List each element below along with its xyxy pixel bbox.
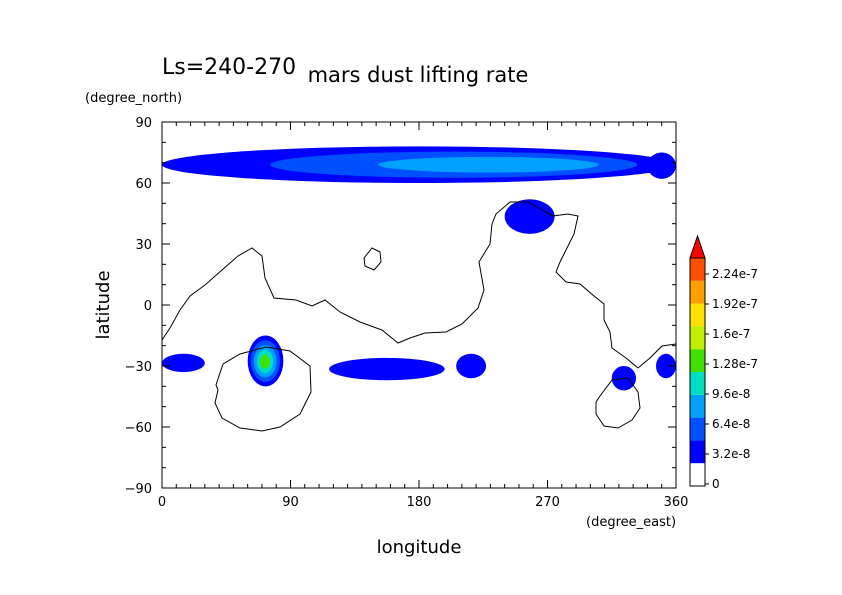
- colorbar-label: 0: [712, 477, 720, 491]
- y-tick-label: 30: [135, 238, 152, 253]
- dust-contour-fill: [656, 353, 676, 379]
- colorbar-label: 1.92e-7: [712, 297, 758, 311]
- topography-contour-small: [363, 247, 382, 271]
- dust-contour-fill: [647, 152, 676, 179]
- y-tick-label: −90: [125, 482, 152, 497]
- dust-contour-fill: [162, 353, 205, 373]
- colorbar-max-arrow: [689, 234, 706, 259]
- colorbar-band: [690, 303, 705, 327]
- dust-contour-fill: [456, 353, 487, 379]
- colorbar-band: [690, 417, 705, 441]
- colorbar-band: [690, 326, 705, 350]
- colorbar-frame: [689, 257, 706, 487]
- colorbar-band: [690, 372, 705, 395]
- dust-contour-fill: [378, 156, 599, 173]
- topography-contour-main: [162, 201, 676, 369]
- topography-contour-hellas: [214, 346, 312, 432]
- x-axis-label: longitude: [377, 537, 462, 558]
- x-tick-label: 360: [664, 495, 689, 510]
- colorbar-band: [690, 280, 705, 304]
- colorbar-band: [690, 440, 705, 464]
- colorbar-band: [690, 463, 705, 486]
- dust-contour-fill: [329, 357, 445, 381]
- y-tick-label: 90: [135, 116, 152, 131]
- x-units-label: (degree_east): [586, 515, 676, 530]
- colorbar-band: [690, 349, 705, 372]
- colorbar: 0 3.2e-8 6.4e-8 9.6e-8 1.28e-7 1.6e-7 1.92e-7 2…: [689, 234, 758, 491]
- y-units-label: (degree_north): [85, 91, 182, 106]
- colorbar-label: 9.6e-8: [712, 387, 750, 401]
- y-tick-label: −60: [125, 421, 152, 436]
- x-axis: 0 90 180 270 360: [158, 122, 689, 510]
- topography-contour-argyre: [595, 377, 641, 429]
- x-tick-label: 270: [535, 495, 560, 510]
- dust-contour-fill: [260, 354, 270, 369]
- x-tick-label: 90: [282, 495, 299, 510]
- y-axis: −90 −60 −30 0 30 60 90: [125, 116, 676, 497]
- dust-field: [162, 146, 676, 391]
- colorbar-label: 1.28e-7: [712, 357, 758, 371]
- x-tick-label: 180: [407, 495, 432, 510]
- x-tick-label: 0: [158, 495, 166, 510]
- colorbar-label: 2.24e-7: [712, 267, 758, 281]
- y-axis-label: latitude: [93, 270, 114, 339]
- dust-contour-fill: [504, 199, 555, 234]
- y-tick-label: 0: [144, 299, 152, 314]
- chart-title: mars dust lifting rate: [308, 63, 529, 87]
- colorbar-band: [690, 394, 705, 418]
- colorbar-label: 1.6e-7: [712, 327, 750, 341]
- colorbar-band: [690, 258, 705, 281]
- colorbar-label: 3.2e-8: [712, 447, 750, 461]
- colorbar-label: 6.4e-8: [712, 417, 750, 431]
- chart-subtitle: Ls=240-270: [162, 55, 296, 80]
- topography-contours: [162, 201, 676, 432]
- y-tick-label: −30: [125, 360, 152, 375]
- y-tick-label: 60: [135, 177, 152, 192]
